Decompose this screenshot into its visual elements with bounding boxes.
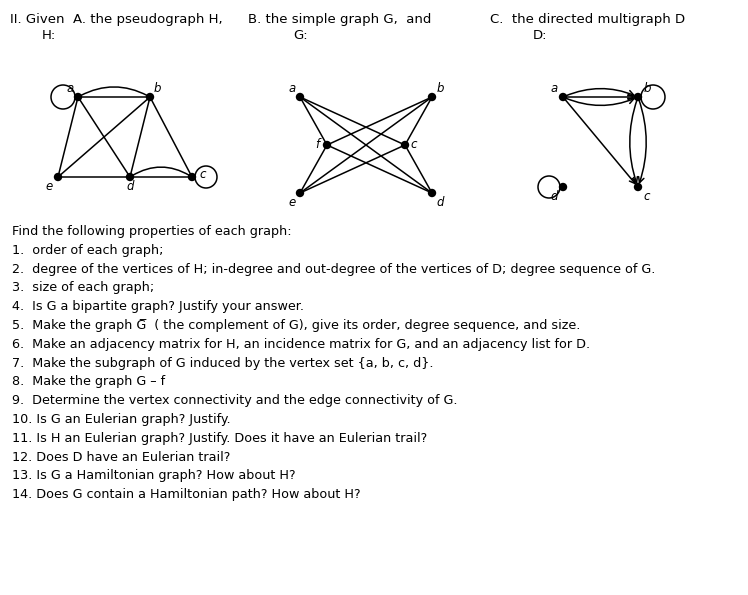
Text: b: b: [436, 82, 444, 95]
Circle shape: [560, 183, 566, 190]
Circle shape: [296, 93, 304, 101]
Circle shape: [147, 93, 153, 101]
Text: 10. Is G an Eulerian graph? Justify.: 10. Is G an Eulerian graph? Justify.: [12, 413, 230, 426]
Text: 4.  Is G a bipartite graph? Justify your answer.: 4. Is G a bipartite graph? Justify your …: [12, 300, 304, 313]
Text: II. Given  A. the pseudograph H,: II. Given A. the pseudograph H,: [10, 13, 223, 26]
Text: e: e: [289, 196, 295, 208]
Text: c: c: [411, 137, 417, 151]
Text: c: c: [200, 168, 206, 181]
Circle shape: [560, 93, 566, 101]
Text: H:: H:: [42, 29, 56, 42]
Circle shape: [429, 93, 435, 101]
Circle shape: [126, 174, 133, 180]
Text: 2.  degree of the vertices of H; in-degree and out-degree of the vertices of D; : 2. degree of the vertices of H; in-degre…: [12, 262, 655, 275]
Text: 11. Is H an Eulerian graph? Justify. Does it have an Eulerian trail?: 11. Is H an Eulerian graph? Justify. Doe…: [12, 432, 427, 445]
Circle shape: [55, 174, 61, 180]
Circle shape: [634, 183, 642, 190]
Text: b: b: [153, 82, 161, 95]
Text: d: d: [126, 180, 134, 193]
Text: d: d: [436, 196, 444, 208]
Text: Find the following properties of each graph:: Find the following properties of each gr…: [12, 225, 292, 238]
Text: a: a: [289, 82, 295, 95]
Text: e: e: [46, 180, 52, 193]
Circle shape: [634, 93, 642, 101]
Text: 7.  Make the subgraph of G induced by the vertex set {a, b, c, d}.: 7. Make the subgraph of G induced by the…: [12, 356, 434, 369]
Text: 12. Does D have an Eulerian trail?: 12. Does D have an Eulerian trail?: [12, 450, 230, 464]
Circle shape: [429, 189, 435, 196]
Text: c: c: [644, 189, 650, 202]
Text: a: a: [551, 82, 557, 95]
Text: b: b: [643, 82, 651, 95]
Text: B. the simple graph G,  and: B. the simple graph G, and: [248, 13, 432, 26]
Text: d: d: [551, 189, 558, 202]
Text: f: f: [315, 137, 319, 151]
Text: a: a: [67, 82, 73, 95]
Text: 9.  Determine the vertex connectivity and the edge connectivity of G.: 9. Determine the vertex connectivity and…: [12, 394, 458, 407]
Text: 3.  size of each graph;: 3. size of each graph;: [12, 281, 154, 295]
Text: 14. Does G contain a Hamiltonian path? How about H?: 14. Does G contain a Hamiltonian path? H…: [12, 488, 361, 501]
Text: 1.  order of each graph;: 1. order of each graph;: [12, 244, 164, 257]
Text: 8.  Make the graph G – f: 8. Make the graph G – f: [12, 375, 165, 389]
Circle shape: [75, 93, 82, 101]
Circle shape: [402, 142, 408, 149]
Text: 6.  Make an adjacency matrix for H, an incidence matrix for G, and an adjacency : 6. Make an adjacency matrix for H, an in…: [12, 338, 590, 351]
Text: D:: D:: [533, 29, 548, 42]
Circle shape: [296, 189, 304, 196]
Circle shape: [188, 174, 195, 180]
Circle shape: [323, 142, 331, 149]
Text: 13. Is G a Hamiltonian graph? How about H?: 13. Is G a Hamiltonian graph? How about …: [12, 469, 295, 483]
Text: C.  the directed multigraph D: C. the directed multigraph D: [490, 13, 685, 26]
Text: G:: G:: [293, 29, 307, 42]
Text: 5.  Make the graph G̅  ( the complement of G), give its order, degree sequence, : 5. Make the graph G̅ ( the complement of…: [12, 319, 580, 332]
